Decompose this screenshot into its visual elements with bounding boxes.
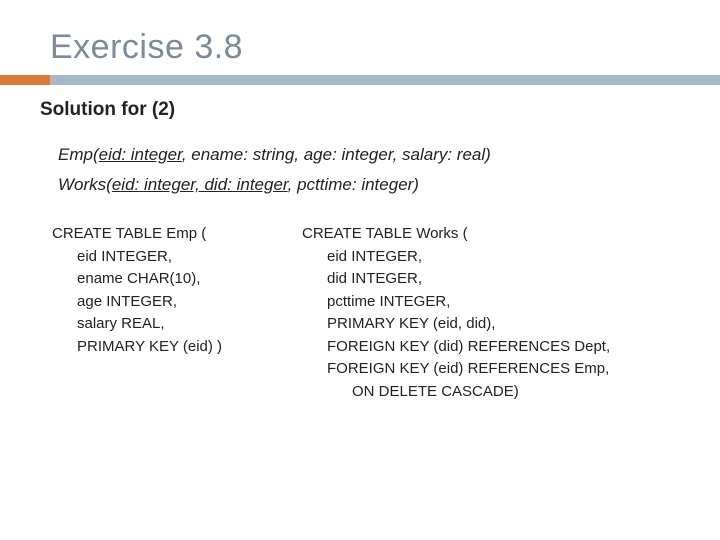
title-underline xyxy=(0,75,720,85)
sql-emp: CREATE TABLE Emp ( eid INTEGER, ename CH… xyxy=(52,223,272,403)
sql-works: CREATE TABLE Works ( eid INTEGER, did IN… xyxy=(302,223,680,403)
solution-subhead: Solution for (2) xyxy=(40,99,680,121)
content-area: Solution for (2) Emp(eid: integer, ename… xyxy=(0,85,720,403)
schema-works-rest: , pcttime: integer) xyxy=(288,175,419,194)
schema-emp-name: Emp xyxy=(58,145,93,164)
schema-works-key: eid: integer, did: integer xyxy=(112,175,288,194)
underline-accent xyxy=(0,75,50,85)
code-row: CREATE TABLE Emp ( eid INTEGER, ename CH… xyxy=(52,223,680,403)
schema-emp-rest: , ename: string, age: integer, salary: r… xyxy=(182,145,491,164)
schema-emp-key: eid: integer xyxy=(99,145,182,164)
schema-works-name: Works xyxy=(58,175,106,194)
underline-bar xyxy=(50,75,720,85)
schema-works: Works(eid: integer, did: integer, pcttim… xyxy=(58,175,680,195)
slide-title: Exercise 3.8 xyxy=(0,0,720,75)
schema-emp: Emp(eid: integer, ename: string, age: in… xyxy=(58,145,680,165)
